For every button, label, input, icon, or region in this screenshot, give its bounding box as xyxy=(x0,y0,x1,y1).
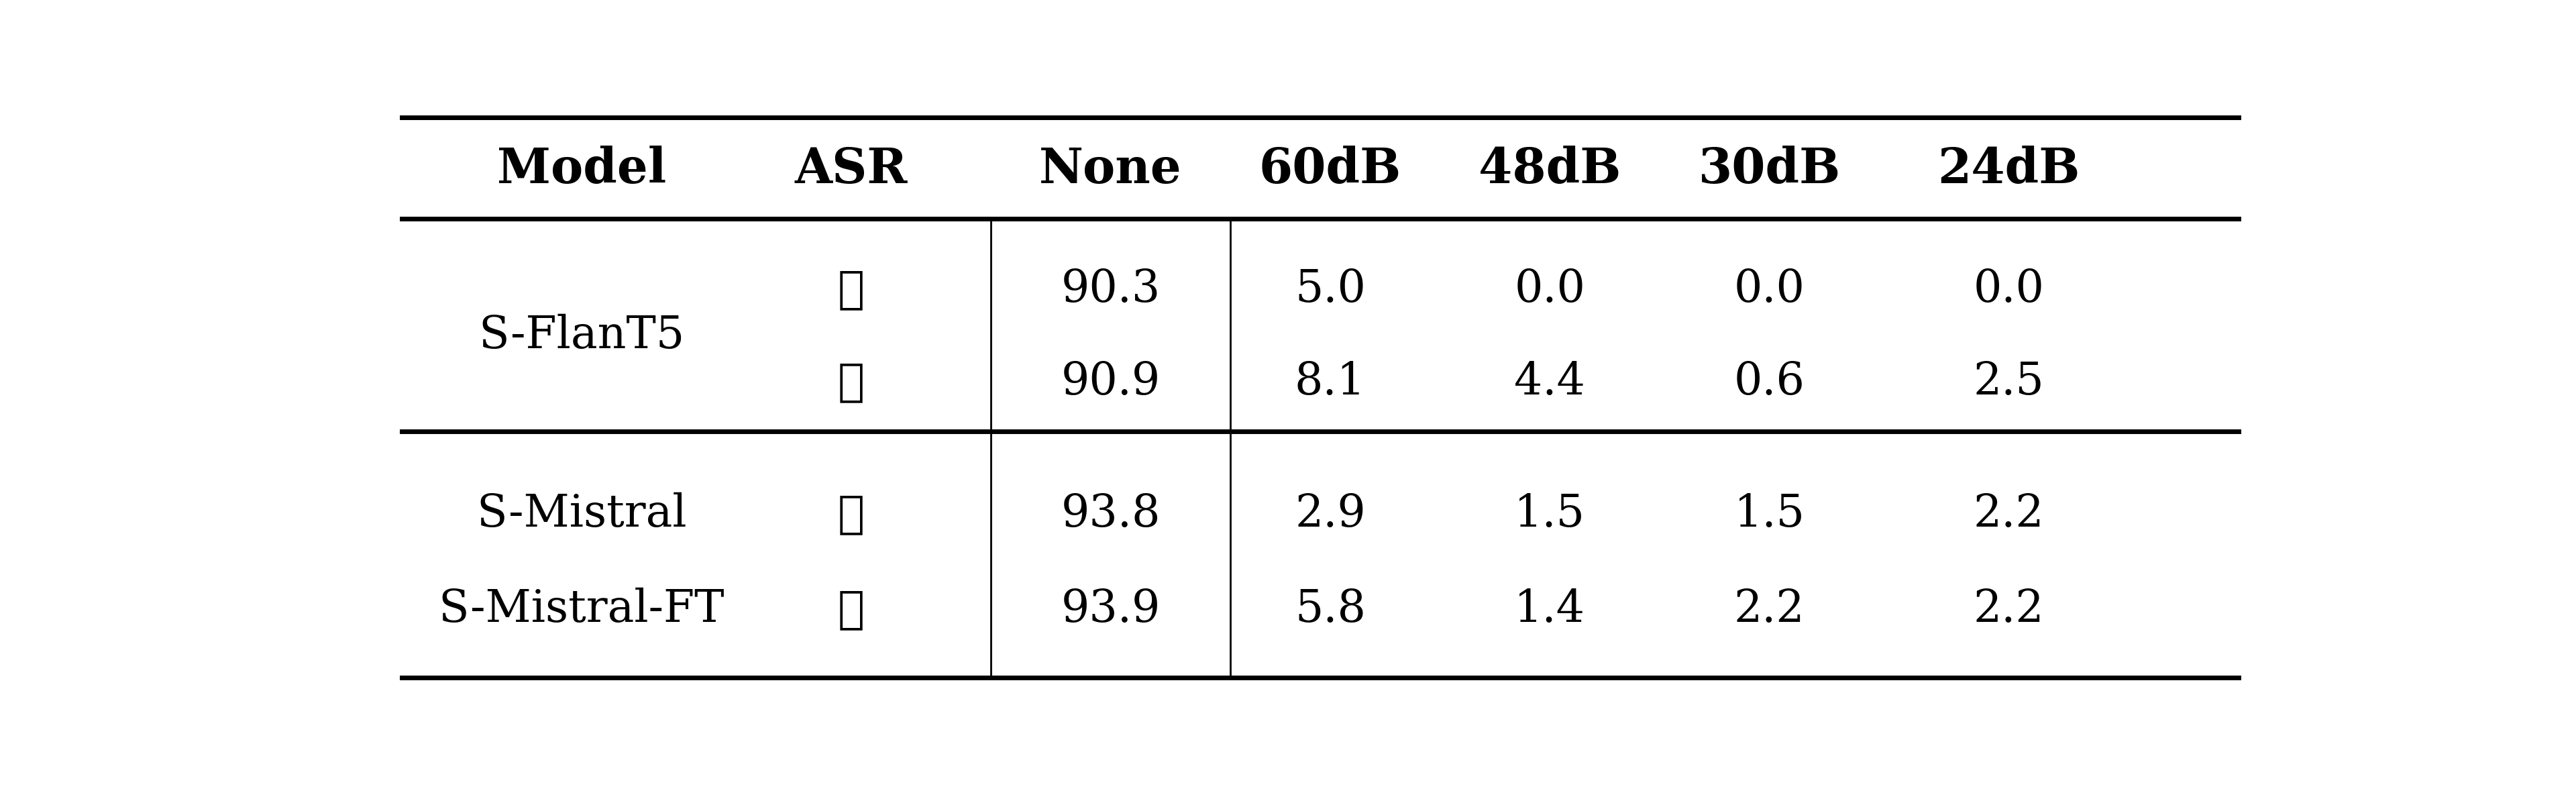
Text: 2.2: 2.2 xyxy=(1973,492,2045,536)
Text: 2.5: 2.5 xyxy=(1973,360,2045,403)
Text: 5.0: 5.0 xyxy=(1296,268,1365,312)
Text: S-Mistral-FT: S-Mistral-FT xyxy=(438,588,724,631)
Text: 4.4: 4.4 xyxy=(1515,360,1584,403)
Text: 0.0: 0.0 xyxy=(1734,268,1806,312)
Text: 0.6: 0.6 xyxy=(1734,360,1806,403)
Text: 60dB: 60dB xyxy=(1260,146,1401,193)
Text: 2.9: 2.9 xyxy=(1296,492,1365,536)
Text: 0.0: 0.0 xyxy=(1515,268,1584,312)
Text: 90.3: 90.3 xyxy=(1061,268,1159,312)
Text: Model: Model xyxy=(497,146,667,193)
Text: 1.5: 1.5 xyxy=(1734,492,1806,536)
Text: 93.9: 93.9 xyxy=(1061,588,1159,631)
Text: ✓: ✓ xyxy=(837,360,866,403)
Text: 2.2: 2.2 xyxy=(1973,588,2045,631)
Text: S-Mistral: S-Mistral xyxy=(477,492,688,536)
Text: ✗: ✗ xyxy=(837,268,866,312)
Text: ✓: ✓ xyxy=(837,492,866,536)
Text: 2.2: 2.2 xyxy=(1734,588,1806,631)
Text: 1.4: 1.4 xyxy=(1515,588,1584,631)
Text: S-FlanT5: S-FlanT5 xyxy=(479,314,685,358)
Text: 48dB: 48dB xyxy=(1479,146,1620,193)
Text: 90.9: 90.9 xyxy=(1061,360,1159,403)
Text: 30dB: 30dB xyxy=(1698,146,1842,193)
Text: ✓: ✓ xyxy=(837,588,866,631)
Text: 5.8: 5.8 xyxy=(1296,588,1365,631)
Text: 93.8: 93.8 xyxy=(1061,492,1159,536)
Text: None: None xyxy=(1038,146,1182,193)
Text: ASR: ASR xyxy=(793,146,907,193)
Text: 8.1: 8.1 xyxy=(1296,360,1365,403)
Text: 0.0: 0.0 xyxy=(1973,268,2045,312)
Text: 24dB: 24dB xyxy=(1937,146,2081,193)
Text: 1.5: 1.5 xyxy=(1515,492,1584,536)
